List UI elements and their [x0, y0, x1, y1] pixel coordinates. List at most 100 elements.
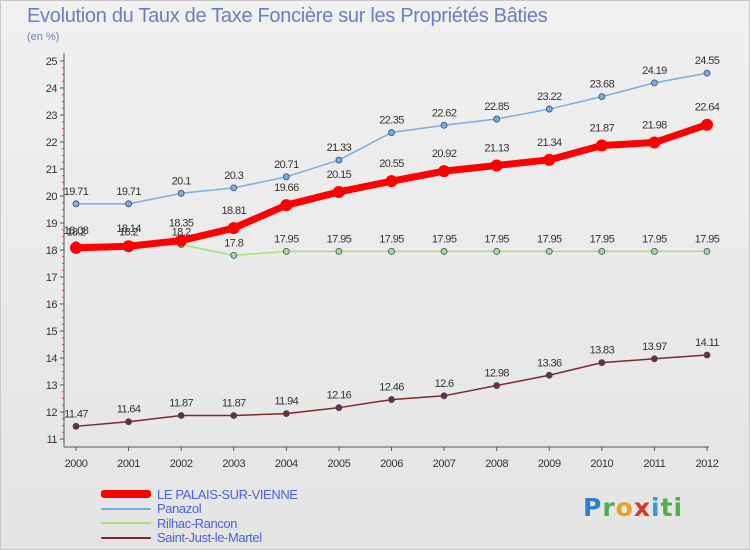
data-point	[493, 115, 501, 123]
data-label: 21.34	[537, 137, 562, 149]
data-point	[230, 412, 238, 419]
legend-label: Rilhac-Rancon	[157, 515, 238, 531]
data-label: 24.19	[642, 65, 667, 77]
x-tick-label: 2009	[538, 458, 561, 470]
data-label: 21.87	[590, 123, 615, 135]
unit-label: (en %)	[27, 31, 60, 43]
data-point	[440, 392, 448, 400]
data-label: 20.55	[379, 158, 404, 170]
data-point	[70, 241, 82, 254]
axes: 11 12 13 14 15 16 17 18 19 20 21 22 23 24 25 2000 2001 20…	[46, 53, 719, 470]
data-label: 13.83	[590, 345, 615, 357]
y-tick-label: 20	[46, 191, 58, 203]
x-tick-label: 2003	[222, 458, 245, 470]
data-point	[703, 69, 711, 77]
data-label: 22.85	[484, 101, 509, 113]
x-tick-label: 2004	[275, 458, 298, 470]
data-point	[595, 139, 608, 152]
legend: LE PALAIS-SUR-VIENNE Panazol Rilhac-Rancon…	[101, 487, 298, 545]
y-tick-label: 23	[46, 110, 58, 122]
data-point	[648, 136, 661, 149]
legend-swatch	[101, 490, 151, 499]
proxiti-logo: Proxiti	[583, 493, 684, 522]
data-label: 19.66	[274, 182, 299, 194]
data-label: 22.64	[695, 102, 720, 114]
data-point	[388, 247, 395, 255]
x-tick-label: 2005	[327, 458, 350, 470]
data-label: 17.95	[537, 233, 562, 245]
y-tick-label: 25	[46, 56, 58, 68]
data-label: 21.13	[484, 142, 509, 154]
data-label: 20.15	[327, 169, 352, 181]
data-point	[175, 234, 188, 247]
data-point	[230, 251, 238, 259]
data-label: 12.98	[484, 368, 509, 380]
data-label: 20.1	[172, 175, 191, 187]
data-point	[72, 422, 80, 430]
data-label: 18.08	[64, 225, 89, 237]
legend-label: LE PALAIS-SUR-VIENNE	[157, 486, 298, 502]
data-label: 23.22	[537, 91, 562, 103]
data-label: 18.2	[172, 227, 191, 239]
data-label: 20.71	[274, 159, 299, 171]
y-tick-label: 18	[46, 245, 58, 257]
data-point	[440, 121, 448, 129]
data-label: 24.55	[695, 55, 720, 67]
data-point	[332, 185, 345, 198]
data-point	[125, 200, 132, 208]
data-label: 18.2	[119, 227, 138, 239]
data-point	[651, 355, 658, 363]
data-point	[493, 382, 501, 389]
legend-item: Saint-Just-le-Martel	[101, 530, 298, 545]
data-point	[72, 200, 80, 208]
legend-item: Panazol	[101, 501, 298, 517]
y-tick-label: 17	[46, 272, 58, 284]
data-label: 17.95	[432, 233, 457, 245]
data-point	[701, 118, 713, 131]
data-point	[125, 418, 132, 426]
data-label: 17.95	[590, 233, 615, 245]
data-point	[543, 153, 556, 166]
data-point	[493, 247, 501, 255]
data-label: 12.46	[379, 382, 404, 394]
y-tick-label: 24	[46, 83, 58, 95]
data-label: 11.87	[169, 398, 193, 410]
data-label: 17.95	[642, 233, 667, 245]
y-tick-label: 12	[46, 407, 58, 419]
data-point	[177, 412, 185, 419]
data-point	[122, 240, 135, 253]
data-label: 11.94	[274, 396, 298, 408]
data-label: 11.87	[222, 398, 246, 410]
legend-swatch	[101, 536, 151, 539]
data-point	[335, 247, 343, 255]
data-label: 17.95	[379, 233, 404, 245]
series-layer	[70, 69, 713, 430]
data-point	[703, 351, 711, 359]
data-label: 18.14	[116, 223, 141, 235]
data-point	[385, 175, 398, 188]
data-point	[388, 129, 395, 136]
y-tick-label: 21	[46, 164, 58, 176]
y-tick-label: 13	[46, 380, 58, 392]
data-label: 12.6	[435, 378, 454, 390]
legend-label: Panazol	[157, 501, 202, 517]
data-point	[545, 105, 553, 113]
data-label: 18.2	[66, 227, 85, 239]
x-tick-label: 2002	[170, 458, 193, 470]
data-point	[703, 247, 711, 255]
data-point	[335, 156, 343, 164]
data-label: 21.33	[327, 142, 352, 154]
data-label: 11.47	[64, 408, 88, 420]
data-label: 20.3	[224, 170, 243, 182]
data-label: 19.71	[64, 186, 89, 198]
data-point	[440, 247, 448, 255]
x-tick-label: 2001	[117, 458, 140, 470]
legend-item: LE PALAIS-SUR-VIENNE	[101, 487, 298, 502]
x-tick-label: 2007	[433, 458, 456, 470]
y-tick-label: 16	[46, 299, 58, 311]
data-label: 13.36	[537, 357, 562, 369]
data-point	[227, 222, 240, 235]
data-point	[388, 396, 395, 403]
